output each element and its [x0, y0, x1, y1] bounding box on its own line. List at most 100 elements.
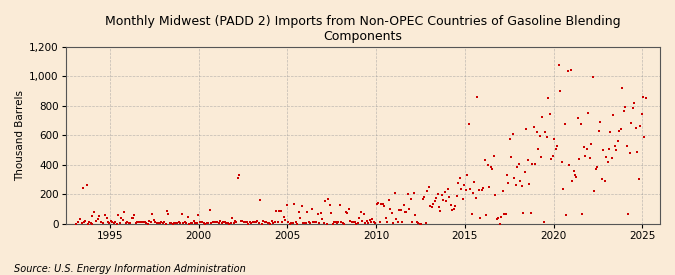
Point — [273, 220, 284, 224]
Point — [597, 147, 608, 152]
Point — [418, 195, 429, 200]
Point — [141, 221, 152, 226]
Point — [237, 219, 248, 224]
Point — [191, 221, 202, 226]
Point — [104, 221, 115, 225]
Point — [320, 199, 331, 203]
Point — [271, 209, 281, 214]
Point — [304, 220, 315, 224]
Point — [447, 208, 458, 212]
Point — [429, 199, 440, 204]
Point — [231, 220, 242, 224]
Point — [439, 190, 450, 194]
Point — [171, 220, 182, 225]
Point — [626, 120, 637, 125]
Point — [490, 192, 501, 197]
Point — [136, 220, 147, 224]
Y-axis label: Thousand Barrels: Thousand Barrels — [15, 90, 25, 181]
Point — [493, 216, 504, 220]
Point — [558, 187, 568, 191]
Point — [426, 205, 437, 210]
Point — [468, 191, 479, 195]
Point — [292, 222, 302, 226]
Point — [630, 126, 641, 130]
Point — [591, 167, 601, 172]
Point — [264, 221, 275, 226]
Point — [479, 158, 490, 162]
Point — [275, 209, 286, 213]
Point — [325, 210, 336, 215]
Point — [484, 185, 495, 189]
Point — [367, 217, 378, 221]
Point — [592, 165, 603, 170]
Point — [110, 220, 121, 224]
Point — [366, 220, 377, 224]
Point — [176, 212, 187, 216]
Point — [167, 222, 178, 226]
Point — [623, 212, 634, 216]
Point — [466, 212, 477, 217]
Point — [356, 219, 367, 223]
Point — [616, 126, 626, 131]
Point — [78, 186, 89, 191]
Point — [602, 160, 613, 164]
Point — [398, 203, 409, 207]
Point — [358, 212, 369, 217]
Point — [148, 218, 159, 222]
Point — [160, 221, 171, 226]
Point — [122, 220, 132, 224]
Point — [261, 220, 271, 225]
Point — [238, 220, 249, 224]
Point — [87, 214, 98, 219]
Point — [499, 212, 510, 216]
Point — [385, 207, 396, 211]
Point — [431, 195, 441, 200]
Point — [522, 158, 533, 163]
Point — [296, 204, 307, 208]
Point — [242, 220, 252, 224]
Point — [262, 220, 273, 225]
Point — [331, 220, 342, 225]
Point — [288, 221, 298, 226]
Point — [84, 220, 95, 224]
Point — [173, 219, 184, 224]
Point — [530, 162, 541, 167]
Point — [216, 221, 227, 226]
Point — [196, 220, 207, 224]
Point — [156, 220, 167, 224]
Point — [541, 135, 552, 139]
Point — [463, 122, 474, 126]
Point — [595, 120, 605, 124]
Point — [290, 220, 301, 224]
Point — [215, 219, 225, 223]
Point — [454, 176, 465, 180]
Point — [413, 221, 424, 225]
Point — [547, 154, 558, 158]
Point — [267, 219, 277, 223]
Point — [145, 219, 156, 224]
Point — [252, 219, 263, 224]
Point — [159, 220, 169, 225]
Point — [362, 221, 373, 226]
Point — [309, 220, 320, 225]
Point — [250, 220, 261, 225]
Point — [259, 219, 270, 224]
Point — [206, 221, 217, 225]
Point — [516, 184, 527, 188]
Point — [166, 221, 177, 226]
Point — [382, 220, 393, 224]
Point — [487, 167, 497, 171]
Point — [394, 208, 404, 212]
Point — [603, 147, 614, 152]
Text: Source: U.S. Energy Information Administration: Source: U.S. Energy Information Administ… — [14, 264, 245, 274]
Point — [491, 216, 502, 221]
Point — [525, 210, 536, 215]
Point — [225, 221, 236, 225]
Point — [283, 220, 294, 224]
Point — [218, 220, 229, 224]
Point — [200, 221, 211, 226]
Point — [327, 221, 338, 226]
Point — [391, 217, 402, 221]
Point — [443, 186, 454, 191]
Point — [369, 220, 379, 224]
